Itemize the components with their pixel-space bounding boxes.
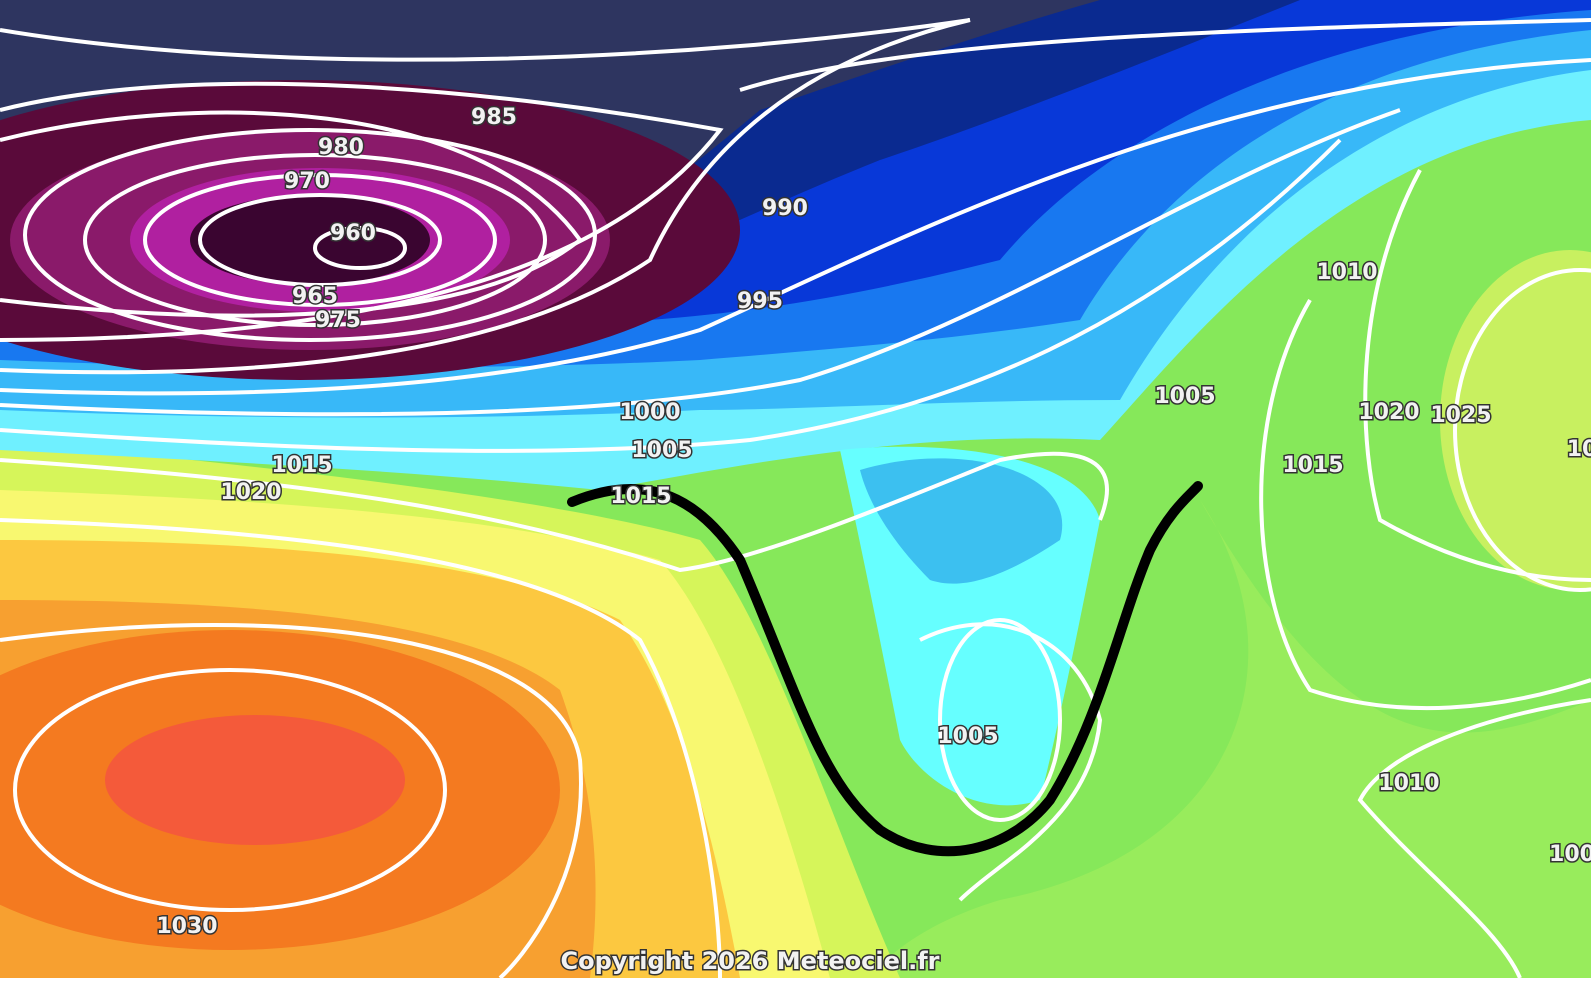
isobar-label: 985: [471, 105, 517, 130]
isobar-label: 1015: [610, 484, 671, 509]
isobar-label: 1010: [1378, 771, 1439, 796]
isobar-label: 100: [1549, 842, 1591, 867]
isobar-label: 1005: [1154, 384, 1215, 409]
copyright: Copyright 2026 Meteociel.fr: [561, 947, 940, 975]
isobar-label: 1015: [1282, 453, 1343, 478]
isobar-label: 965: [292, 284, 338, 309]
isobar-label: 10: [1567, 437, 1591, 462]
isobar-label: 970: [284, 169, 330, 194]
isobar-label: 1015: [271, 453, 332, 478]
isobar-label: 960: [330, 221, 376, 246]
isobar-label: 1000: [619, 400, 680, 425]
isobar-label: 1005: [937, 724, 998, 749]
isobar-label: 1010: [1316, 260, 1377, 285]
isobar-label: 1025: [1430, 403, 1491, 428]
isobar-label: 995: [737, 289, 783, 314]
isobar-label: 1030: [156, 914, 217, 939]
isobars: [0, 18, 1591, 978]
hand-drawn-line: [567, 481, 1203, 857]
isobar-label: 1005: [631, 438, 692, 463]
isobar-label: 975: [315, 308, 361, 333]
isobar-label: 1020: [1358, 400, 1419, 425]
isobar-label: 980: [318, 135, 364, 160]
isobar-label: 1020: [220, 480, 281, 505]
isobar-label: 990: [762, 196, 808, 221]
isobar-labels: 9859809709609659759909951000100510151020…: [155, 104, 1591, 941]
